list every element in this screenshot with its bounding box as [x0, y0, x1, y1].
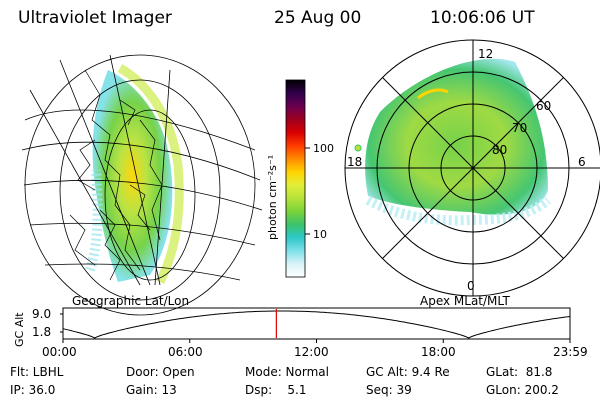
left-map-caption: Geographic Lat/Lon: [72, 294, 190, 308]
timeline-xtick-1200: 12:00: [294, 345, 329, 359]
timeline-frame: [62, 307, 571, 340]
colorbar-label-100: 100: [313, 142, 334, 155]
left-aurora-emission: [92, 70, 173, 282]
timeline-xtick-2359: 23:59: [553, 345, 588, 359]
left-aurora-edge: [117, 64, 184, 285]
aurora-spot: [354, 144, 362, 152]
aurora-arc-bright: [417, 88, 449, 100]
timeline-ylabel: GC Alt: [13, 312, 26, 347]
mlat-label-60: 60: [536, 99, 551, 113]
timeline-ytick-9: 9.0: [32, 307, 51, 321]
mlt-label-6: 6: [578, 155, 586, 169]
mlat-label-70: 70: [512, 121, 527, 135]
orbit-timeline: 9.0 1.8 GC Alt: [13, 307, 571, 347]
observation-date: 25 Aug 00: [274, 8, 362, 28]
mlt-label-0: 0: [467, 279, 475, 293]
mlat-label-80: 80: [492, 143, 507, 157]
orbit-altitude-curve: [62, 310, 571, 339]
polar-grid: [344, 39, 600, 297]
timeline-xtick-1800: 18:00: [421, 345, 456, 359]
right-map-caption: Apex MLat/MLT: [420, 294, 510, 308]
left-coastlines: [69, 69, 163, 281]
geographic-map: [21, 54, 263, 316]
right-aurora-emission: [365, 58, 548, 215]
mode-status: Mode: Normal: [245, 365, 329, 379]
gc-alt-status: GC Alt: 9.4 Re: [366, 365, 450, 379]
observation-time: 10:06:06 UT: [430, 8, 535, 28]
mlt-label-12: 12: [478, 47, 493, 61]
timeline-xticks: [62, 339, 571, 343]
instrument-title: Ultraviolet Imager: [18, 8, 172, 28]
colorbar-label-10: 10: [313, 228, 327, 241]
colorbar-scale: [285, 79, 306, 278]
timeline-xtick-0600: 06:00: [168, 345, 203, 359]
glon-status: GLon: 200.2: [486, 383, 559, 397]
gain-status: Gain: 13: [126, 383, 177, 397]
left-latlon-grid: [21, 54, 263, 316]
timeline-ytick-1.8: 1.8: [32, 325, 51, 339]
polar-map: 12 18 6 0 60 70 80: [344, 39, 600, 297]
filter-status: Flt: LBHL: [10, 365, 64, 379]
ip-status: IP: 36.0: [10, 383, 56, 397]
meridian-diag-2: [382, 77, 564, 259]
dsp-status: Dsp: 5.1: [245, 383, 307, 397]
colorbar-unit-label: photon cm⁻²s⁻¹: [266, 155, 279, 240]
seq-status: Seq: 39: [366, 383, 412, 397]
right-aurora-fringe: [365, 195, 552, 226]
mlt-label-18: 18: [347, 155, 362, 169]
door-status: Door: Open: [126, 365, 195, 379]
colorbar: 100 10 photon cm⁻²s⁻¹: [266, 79, 334, 278]
timeline-xtick-0000: 00:00: [42, 345, 77, 359]
glat-status: GLat: 81.8: [486, 365, 553, 379]
left-aurora-speckle: [85, 169, 103, 272]
